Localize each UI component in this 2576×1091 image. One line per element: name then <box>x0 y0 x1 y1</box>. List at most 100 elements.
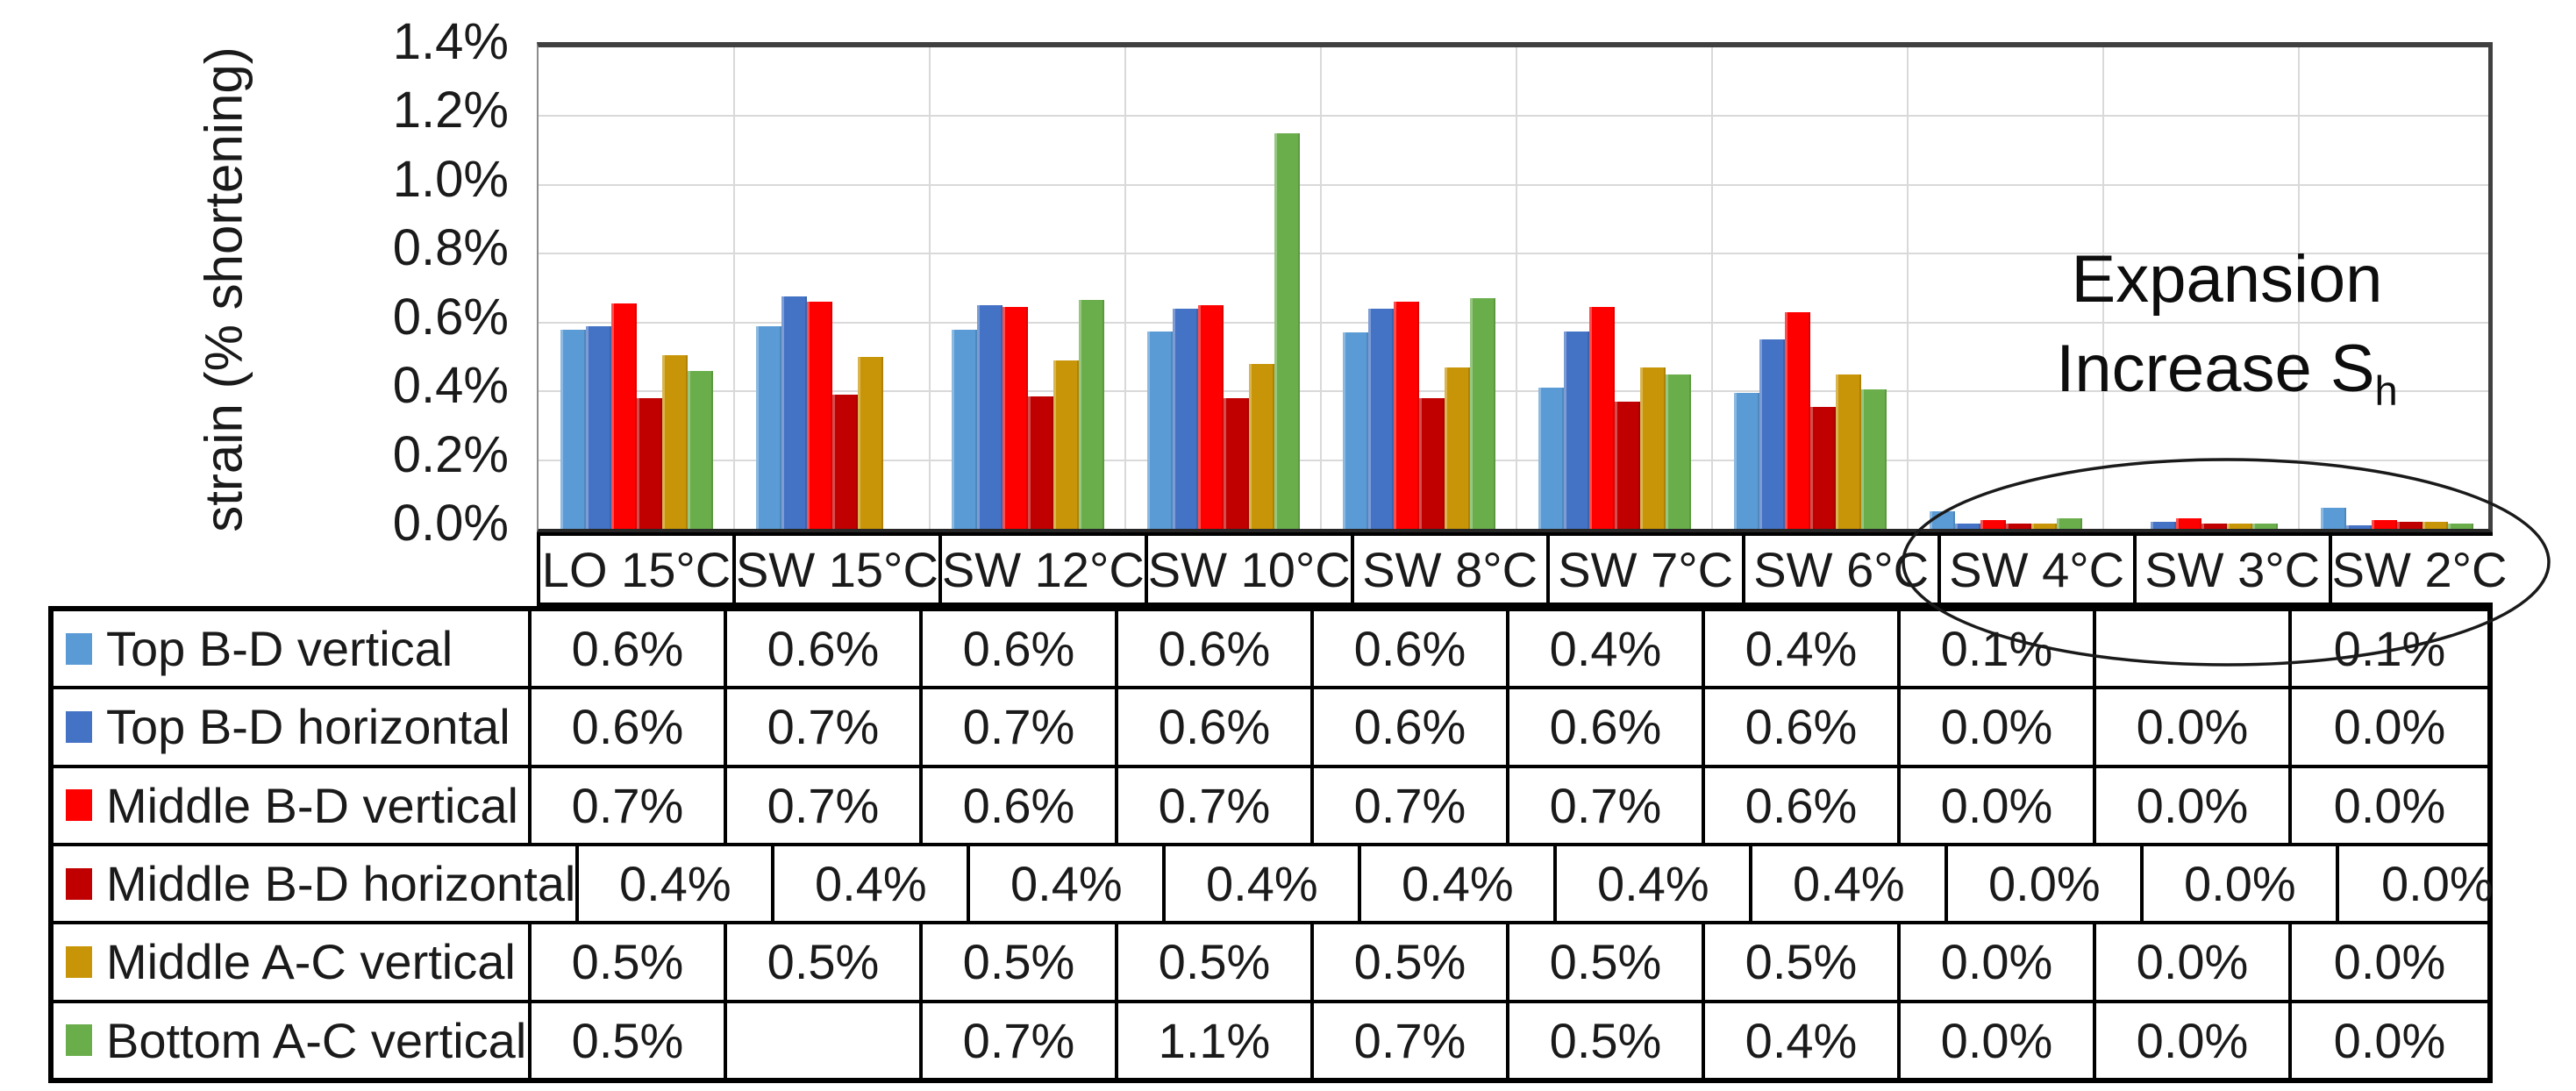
bar <box>2320 508 2346 529</box>
bar <box>2056 518 2082 529</box>
y-tick-label: 0.8% <box>392 219 509 277</box>
annotation-subscript: h <box>2374 367 2398 415</box>
legend-cell: Middle B-D horizontal <box>54 845 580 922</box>
bar <box>1172 309 1198 529</box>
bar <box>857 356 883 529</box>
plot-area <box>537 42 2493 532</box>
table-cell: 0.6% <box>1705 689 1901 765</box>
horizontal-gridline <box>539 390 2488 393</box>
legend-swatch <box>66 867 92 900</box>
bar <box>2345 525 2372 529</box>
data-table: Top B-D vertical 0.6% 0.6% 0.6% 0.6% 0.6% 0.4%… <box>48 606 2494 1083</box>
table-cell: 0.4% <box>774 845 971 922</box>
bar <box>2251 524 2278 529</box>
table-cell: 0.5% <box>532 924 727 1000</box>
table-cell: 0.0% <box>2333 699 2446 755</box>
bar <box>806 302 832 529</box>
table-row: Top B-D horizontal 0.6% 0.7% 0.7% 0.6% 0.6% 0.… <box>54 689 2487 768</box>
table-cell: 0.0% <box>2144 845 2340 922</box>
legend-swatch <box>66 632 92 665</box>
table-cell: 0.0% <box>1901 1002 2096 1078</box>
x-axis-category-row: LO 15°C SW 15°C SW 12°C SW 10°C SW 8°C SW 7°C… <box>537 532 2508 606</box>
table-cell: 0.0% <box>1948 845 2144 922</box>
bar <box>951 329 977 529</box>
category-label: SW 6°C <box>1745 536 1941 603</box>
table-cell: 0.7% <box>1118 767 1314 843</box>
category-label: SW 10°C <box>1147 536 1354 603</box>
bar-group <box>1516 47 1712 529</box>
legend-swatch <box>66 1024 92 1057</box>
series-name: Bottom A-C vertical <box>106 1012 527 1068</box>
bar <box>2447 524 2473 529</box>
bar <box>1002 307 1028 529</box>
bar <box>2005 524 2031 529</box>
table-row: Top B-D vertical 0.6% 0.6% 0.6% 0.6% 0.6% 0.4%… <box>54 611 2487 690</box>
bar <box>2371 520 2397 529</box>
bar <box>1078 300 1104 529</box>
bar <box>1274 133 1300 529</box>
table-cell: 0.0% <box>1901 689 2096 765</box>
table-cell: 0.7% <box>1314 767 1509 843</box>
bar <box>1563 331 1589 529</box>
bar-group <box>539 47 734 529</box>
y-tick-label: 1.4% <box>392 13 509 70</box>
bar <box>560 329 586 529</box>
table-cell: 0.0% <box>2096 924 2292 1000</box>
bar-group <box>930 47 1125 529</box>
annotation-line1: Expansion <box>2071 242 2383 317</box>
bar <box>610 303 637 529</box>
category-label: SW 4°C <box>1940 536 2137 603</box>
bar <box>1784 311 1810 529</box>
bar <box>687 370 713 529</box>
table-cell <box>727 1002 923 1078</box>
table-cell: 0.6% <box>1118 689 1314 765</box>
bar <box>636 398 662 529</box>
y-axis-title: strain (% shortening) <box>194 46 253 532</box>
series-name: Top B-D horizontal <box>106 699 510 755</box>
table-cell: 0.0% <box>2333 934 2446 990</box>
horizontal-gridline <box>539 459 2488 461</box>
category-label: SW 12°C <box>941 536 1148 603</box>
table-cell: 0.7% <box>923 689 1118 765</box>
table-cell: 0.6% <box>532 611 727 687</box>
bar <box>1248 363 1274 529</box>
bar <box>1733 393 1759 529</box>
table-cell: 0.0% <box>2333 1012 2446 1068</box>
bar <box>1929 511 1955 529</box>
bar <box>781 296 807 529</box>
bar <box>2422 522 2448 529</box>
bar-group <box>1125 47 1321 529</box>
table-cell: 0.4% <box>1509 611 1705 687</box>
table-cell: 0.0% <box>1901 767 2096 843</box>
category-label: SW 3°C <box>2136 536 2332 603</box>
table-cell: 0.6% <box>1509 689 1705 765</box>
bar <box>1393 302 1419 529</box>
y-tick-label: 0.0% <box>392 495 509 552</box>
vertical-gridline <box>1907 47 1909 529</box>
bar <box>1027 396 1053 529</box>
table-cell: 0.6% <box>1314 689 1509 765</box>
bar <box>1809 406 1836 529</box>
table-cell: 0.5% <box>532 1002 727 1078</box>
category-label: SW 8°C <box>1353 536 1550 603</box>
table-cell: 0.7% <box>727 689 923 765</box>
table-row: Middle A-C vertical 0.5% 0.5% 0.5% 0.5% 0.5% 0… <box>54 924 2487 1003</box>
bar <box>2175 518 2201 529</box>
table-cell: 0.6% <box>1118 611 1314 687</box>
legend-cell: Middle B-D vertical <box>54 767 532 843</box>
table-cell: 0.0% <box>2381 856 2494 912</box>
y-tick-label: 0.4% <box>392 357 509 415</box>
legend-swatch <box>66 710 92 743</box>
bar <box>1759 339 1785 529</box>
legend-cell: Bottom A-C vertical <box>54 1002 532 1078</box>
table-cell: 0.7% <box>923 1002 1118 1078</box>
bar <box>1665 374 1691 529</box>
table-cell: 0.7% <box>532 767 727 843</box>
category-label: SW 15°C <box>736 536 942 603</box>
table-cell: 0.7% <box>727 767 923 843</box>
vertical-gridline <box>1320 47 1322 529</box>
table-cell: 0.0% <box>2096 767 2292 843</box>
horizontal-gridline <box>539 321 2488 324</box>
table-cell: 0.5% <box>1314 924 1509 1000</box>
annotation-line2: Increase Sh <box>2056 332 2398 415</box>
